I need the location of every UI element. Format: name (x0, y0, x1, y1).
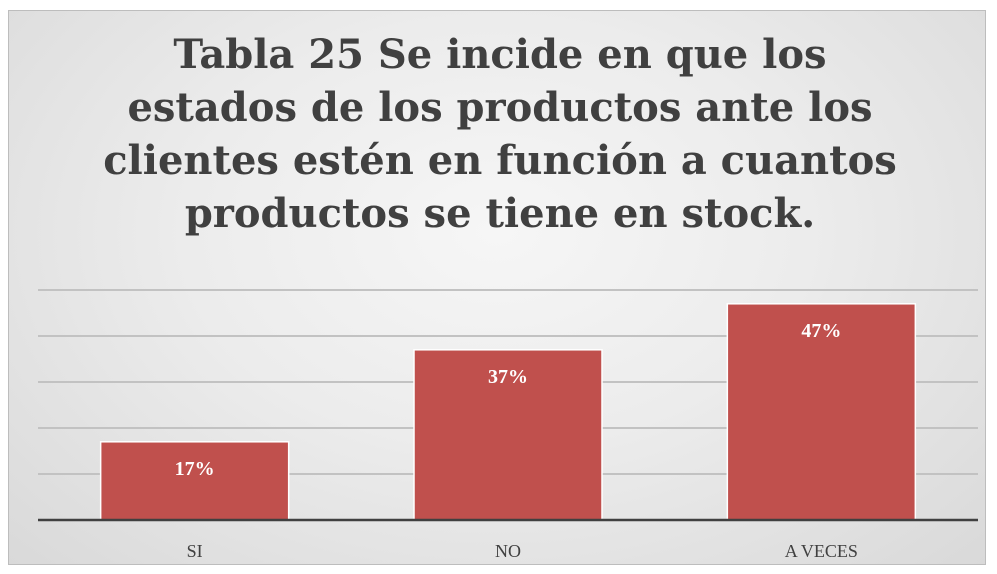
data-label: 17% (175, 458, 215, 480)
category-label: A VECES (785, 541, 858, 561)
category-label: SI (187, 541, 203, 561)
data-label: 37% (488, 366, 528, 388)
bar-no (413, 349, 603, 521)
bar-si (99, 441, 290, 521)
bar-a-veces (726, 303, 917, 521)
category-label: NO (495, 541, 521, 561)
category-labels: SI NO A VECES (187, 541, 858, 561)
chart-title: Tabla 25 Se incide en que los estados de… (103, 31, 897, 237)
data-label: 47% (801, 320, 841, 342)
bars (99, 303, 917, 521)
data-labels: 17% 37% 47% (175, 320, 842, 480)
